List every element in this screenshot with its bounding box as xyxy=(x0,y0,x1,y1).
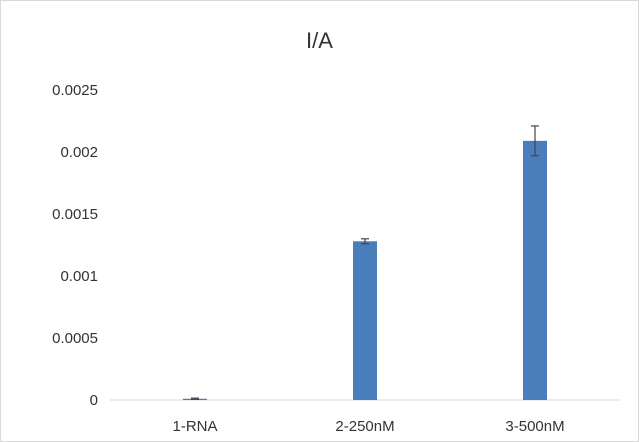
error-bar xyxy=(531,125,539,157)
bars xyxy=(183,140,547,400)
x-axis: 1-RNA 2-250nM 3-500nM xyxy=(110,399,620,435)
error-bar xyxy=(361,238,369,245)
x-tick-label: 1-RNA xyxy=(172,418,217,435)
error-bar xyxy=(191,397,199,400)
bar-2-250nm xyxy=(353,241,377,400)
y-tick-label: 0.0015 xyxy=(52,206,98,223)
y-tick-label: 0.0005 xyxy=(52,330,98,347)
x-tick-label: 3-500nM xyxy=(505,418,564,435)
y-tick-label: 0 xyxy=(90,392,98,409)
chart-title: I/A xyxy=(306,28,333,53)
x-tick-label: 2-250nM xyxy=(335,418,394,435)
y-tick-label: 0.001 xyxy=(60,268,98,285)
y-axis: 0 0.0005 0.001 0.0015 0.002 0.0025 xyxy=(52,82,98,409)
y-tick-label: 0.0025 xyxy=(52,82,98,99)
y-tick-label: 0.002 xyxy=(60,144,98,161)
error-bars xyxy=(191,125,539,400)
bar-3-500nm xyxy=(523,140,547,400)
